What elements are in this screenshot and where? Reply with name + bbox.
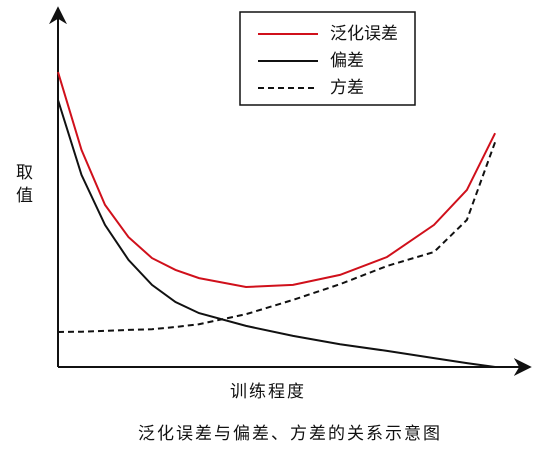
legend-label: 泛化误差 <box>330 24 398 44</box>
y-axis-label: 取值 <box>12 163 33 209</box>
caption: 泛化误差与偏差、方差的关系示意图 <box>138 424 442 444</box>
line <box>57 141 497 333</box>
legend-label: 偏差 <box>330 51 364 71</box>
line <box>57 71 496 289</box>
legend-box <box>239 11 416 106</box>
legend-label: 方差 <box>330 78 364 98</box>
line <box>57 99 496 368</box>
x-axis-label: 训练程度 <box>230 382 306 402</box>
